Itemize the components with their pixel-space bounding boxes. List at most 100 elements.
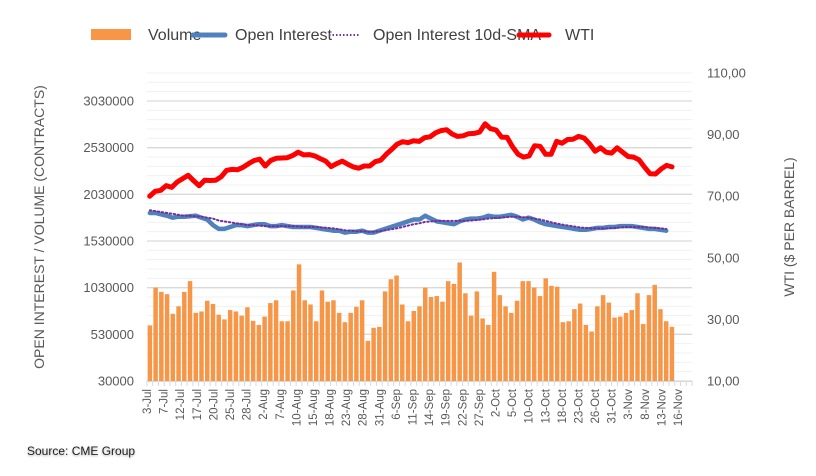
volume-bar	[422, 287, 428, 381]
x-tick-label: 12-Jul	[175, 389, 187, 420]
volume-bar	[313, 321, 319, 381]
x-tick-label: 26-Oct	[590, 388, 602, 423]
x-tick-label: 6-Sep	[391, 389, 403, 420]
volume-bar	[640, 324, 646, 381]
x-tick-label: 31-Aug	[374, 389, 386, 426]
volume-bar	[222, 319, 227, 381]
volume-bar	[354, 306, 359, 381]
right-tick-label: 110,00	[707, 66, 746, 81]
x-tick-label: 7-Jul	[159, 389, 171, 414]
x-tick-label: 15-Aug	[308, 389, 320, 426]
volume-bar	[411, 311, 417, 381]
volume-bar	[497, 295, 503, 381]
left-tick-label: 2530000	[83, 140, 134, 155]
volume-bar	[147, 325, 153, 381]
volume-bar	[531, 287, 537, 381]
right-axis-title: WTI ($ PER BARREL)	[781, 157, 797, 296]
volume-bar	[262, 316, 267, 381]
x-tick-label: 28-Aug	[358, 389, 370, 426]
volume-bar	[440, 301, 445, 381]
volume-bar	[629, 310, 635, 381]
open-interest-line	[147, 210, 669, 235]
volume-bar	[612, 317, 617, 381]
volume-bar	[463, 293, 468, 381]
volume-bar	[359, 300, 365, 381]
left-tick-label: 30000	[98, 374, 134, 389]
open-interest-sma-line	[148, 209, 668, 233]
volume-bar	[250, 320, 256, 381]
left-y-axis: 30000 530000 1030000 1530000 2030000 2530000 3…	[83, 94, 134, 389]
volume-bar	[566, 321, 571, 381]
volume-bar	[595, 306, 600, 381]
volume-bar	[405, 321, 411, 381]
volume-bar	[193, 312, 199, 381]
x-tick-label: 20-Jul	[208, 389, 220, 420]
volume-bar	[509, 312, 514, 381]
volume-bar	[285, 321, 290, 381]
volume-bar	[176, 306, 181, 381]
volume-bar	[273, 300, 279, 381]
volume-bar	[377, 326, 382, 381]
x-tick-label: 25-Jul	[225, 389, 237, 420]
volume-bar	[606, 302, 612, 381]
volume-bar	[182, 291, 187, 381]
left-tick-label: 1530000	[83, 234, 134, 249]
volume-bar	[153, 287, 158, 381]
volume-bar	[371, 327, 376, 381]
legend-sma-label: Open Interest 10d-SMA	[373, 27, 541, 44]
volume-bar	[159, 291, 164, 381]
x-tick-label: 23-Oct	[573, 388, 585, 423]
x-tick-label: 3-Jul	[142, 389, 154, 414]
right-y-axis: 10,00 30,00 50,00 70,00 90,00 110,00	[707, 66, 746, 389]
volume-bar	[331, 300, 336, 381]
source-note: Source: CME Group	[27, 444, 136, 458]
volume-bars	[147, 262, 675, 381]
x-tick-label: 10-Aug	[291, 389, 303, 426]
volume-bar	[199, 311, 204, 381]
volume-bar	[388, 279, 394, 381]
legend: Volume Open Interest Open Interest 10d-S…	[91, 27, 594, 44]
volume-bar	[170, 313, 176, 381]
volume-bar	[468, 315, 474, 381]
line-series	[147, 121, 675, 235]
volume-bar	[549, 285, 554, 381]
volume-bar	[400, 304, 405, 381]
volume-bar	[227, 310, 233, 381]
volume-bar	[291, 290, 296, 381]
volume-bar	[486, 325, 491, 381]
right-tick-label: 30,00	[707, 312, 740, 327]
volume-bar	[503, 306, 508, 381]
volume-bar	[428, 297, 434, 381]
volume-bar	[663, 321, 669, 381]
x-tick-label: 3-Nov	[623, 389, 635, 420]
volume-bar	[554, 286, 560, 381]
volume-bar	[417, 306, 422, 381]
left-tick-label: 530000	[91, 327, 134, 342]
volume-bar	[394, 275, 399, 381]
volume-bar	[302, 300, 308, 381]
right-tick-label: 10,00	[707, 374, 740, 389]
wti-line	[147, 121, 675, 199]
legend-volume-label: Volume	[148, 27, 201, 44]
x-tick-label: 28-Jul	[242, 389, 254, 420]
x-tick-label: 19-Sep	[441, 389, 453, 426]
volume-bar	[296, 264, 302, 381]
volume-bar	[669, 326, 675, 381]
volume-bar	[577, 303, 583, 381]
x-tick-label: 23-Aug	[341, 389, 353, 426]
left-axis-title: OPEN INTEREST / VOLUME (CONTRACTS)	[31, 85, 47, 369]
x-tick-label: 8-Nov	[640, 389, 652, 420]
volume-bar	[348, 312, 353, 381]
x-tick-label: 18-Oct	[557, 388, 569, 423]
volume-bar	[600, 295, 606, 381]
x-tick-label: 27-Sep	[474, 389, 486, 426]
volume-bar	[210, 304, 216, 381]
right-tick-label: 70,00	[707, 189, 740, 204]
x-tick-label: 10-Oct	[524, 388, 536, 423]
volume-bar	[319, 290, 325, 381]
volume-bar	[308, 304, 313, 381]
right-tick-label: 90,00	[707, 127, 740, 142]
volume-bar	[336, 312, 342, 381]
x-tick-label: 13-Oct	[540, 388, 552, 423]
x-axis: 3-Jul 7-Jul 12-Jul 17-Jul 20-Jul 25-Jul 28-Jul…	[142, 381, 693, 426]
